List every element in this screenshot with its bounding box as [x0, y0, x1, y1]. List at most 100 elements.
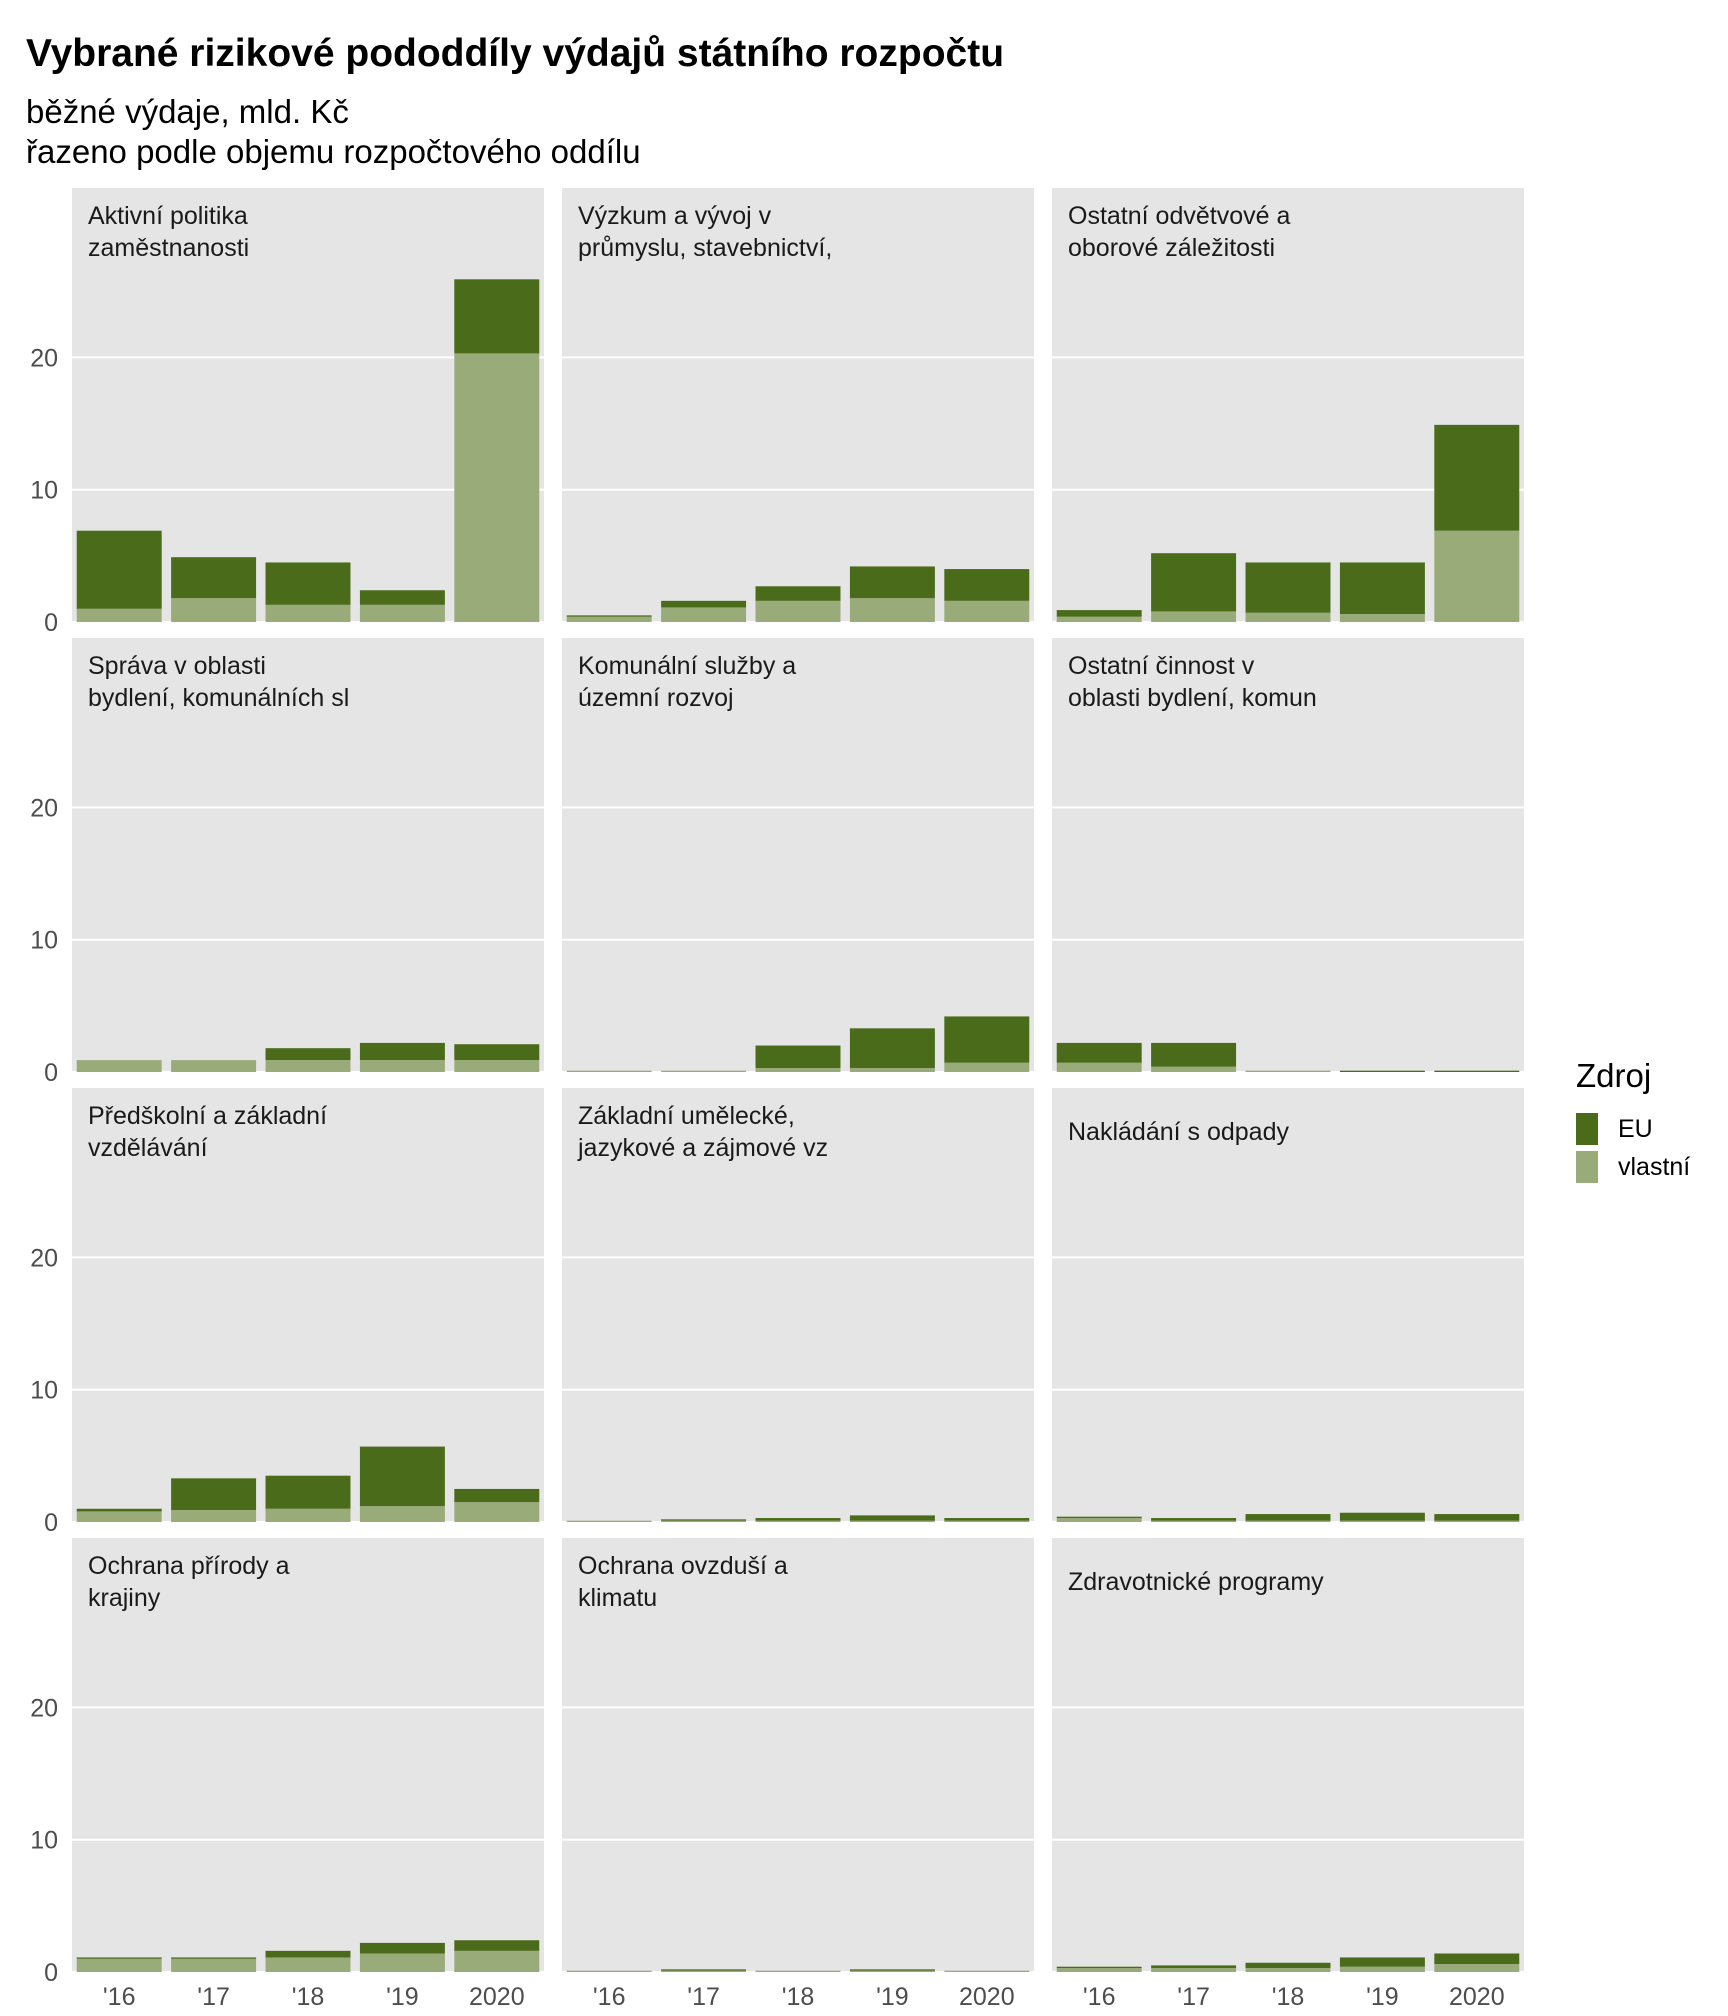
bar-segment-eu — [849, 1028, 935, 1069]
bar-segment-vlastni — [566, 616, 652, 622]
bar-segment-vlastni — [1056, 1518, 1142, 1522]
bar-segment-vlastni — [1056, 616, 1142, 622]
bar-segment-vlastni — [1056, 1062, 1142, 1072]
bar-segment-vlastni — [1245, 1070, 1331, 1072]
bar-segment-vlastni — [944, 600, 1030, 622]
bar-segment-eu — [1245, 1514, 1331, 1521]
chart-subtitle-units: běžné výdaje, mld. Kč — [26, 93, 349, 130]
bar-segment-vlastni — [454, 353, 540, 622]
bar-segment-vlastni — [359, 1060, 445, 1072]
bar-segment-vlastni — [1434, 1964, 1520, 1972]
bar-segment-eu — [849, 566, 935, 599]
bar-segment-vlastni — [661, 1970, 747, 1972]
panel-background — [1052, 1088, 1524, 1522]
x-tick-label: '17 — [1177, 1983, 1210, 2011]
panel-title-line: zaměstnanosti — [88, 234, 249, 262]
panel-title-line: Předškolní a základní — [88, 1102, 327, 1130]
bar-segment-vlastni — [1245, 612, 1331, 622]
legend-label-eu: EU — [1618, 1114, 1653, 1143]
y-tick-label: 10 — [30, 1377, 58, 1405]
bar-segment-eu — [76, 1508, 162, 1512]
bar-segment-eu — [265, 562, 351, 605]
bar-segment-vlastni — [359, 1953, 445, 1972]
bar-segment-eu — [849, 1969, 935, 1971]
x-tick-label: '19 — [386, 1983, 419, 2011]
y-tick-label: 20 — [30, 1244, 58, 1272]
bar-segment-eu — [1434, 1514, 1520, 1521]
panel-title-line: Správa v oblasti — [88, 652, 266, 680]
bar-segment-eu — [454, 279, 540, 354]
bar-segment-vlastni — [1151, 611, 1237, 622]
facet-panel: Zdravotnické programy '16 '17 '18 '19 2020 — [1052, 1538, 1524, 2011]
panel-title-line: Nakládání s odpady — [1068, 1118, 1289, 1146]
y-tick-label: 20 — [30, 344, 58, 372]
bar-segment-vlastni — [755, 1520, 841, 1522]
x-tick-label: '18 — [1272, 1983, 1305, 2011]
legend: Zdroj EU vlastní — [1576, 1057, 1690, 1187]
bar-segment-vlastni — [265, 1957, 351, 1972]
facet-panel: Ostatní odvětvové a oborové záležitosti — [1052, 188, 1524, 623]
bar-segment-eu — [454, 1488, 540, 1503]
panel-title-line: oborové záležitosti — [1068, 234, 1275, 262]
y-tick-label: 0 — [44, 1059, 58, 1087]
bar-segment-vlastni — [171, 598, 257, 622]
bar-segment-vlastni — [661, 1070, 747, 1072]
y-tick-label: 20 — [30, 1694, 58, 1722]
x-tick-label: 2020 — [959, 1983, 1015, 2011]
bar-segment-vlastni — [359, 1506, 445, 1522]
panel-title-line: bydlení, komunálních sl — [88, 684, 349, 712]
facet-panel: Nakládání s odpady — [1052, 1088, 1524, 1523]
bar-segment-eu — [1434, 1953, 1520, 1965]
legend-item-eu: EU — [1576, 1111, 1690, 1147]
panel-title-line: Výzkum a vývoj v — [578, 202, 772, 230]
bar-segment-vlastni — [849, 598, 935, 622]
x-tick-label: '17 — [687, 1983, 720, 2011]
bar-segment-vlastni — [76, 1060, 162, 1072]
bar-segment-eu — [661, 1519, 747, 1521]
x-tick-label: 2020 — [469, 1983, 525, 2011]
panel-background — [72, 638, 544, 1072]
y-tick-label: 20 — [30, 794, 58, 822]
panel-background — [1052, 1538, 1524, 1972]
bar-segment-vlastni — [944, 1970, 1030, 1972]
bar-segment-vlastni — [76, 608, 162, 622]
bar-segment-eu — [1434, 424, 1520, 531]
bar-segment-eu — [755, 1045, 841, 1069]
bar-segment-vlastni — [1245, 1520, 1331, 1522]
bar-segment-eu — [76, 530, 162, 609]
x-tick-label: '16 — [593, 1983, 626, 2011]
bar-segment-vlastni — [1339, 1966, 1425, 1972]
bar-segment-vlastni — [755, 600, 841, 622]
x-tick-label: '19 — [876, 1983, 909, 2011]
bar-segment-vlastni — [566, 1070, 652, 1072]
panel-title-line: Ochrana přírody a — [88, 1552, 290, 1580]
panel-title-line: klimatu — [578, 1584, 657, 1612]
panel-background — [562, 188, 1034, 622]
bar-segment-eu — [265, 1950, 351, 1958]
bar-segment-vlastni — [1245, 1968, 1331, 1972]
bar-segment-vlastni — [755, 1970, 841, 1972]
y-tick-label: 10 — [30, 477, 58, 505]
panel-title-line: vzdělávání — [88, 1134, 208, 1162]
panel-title-line: krajiny — [88, 1584, 161, 1612]
bar-segment-eu — [1245, 1962, 1331, 1969]
facet-panel: Komunální služby a územní rozvoj — [562, 638, 1034, 1073]
bar-segment-eu — [454, 1044, 540, 1061]
bar-segment-eu — [944, 1518, 1030, 1521]
bar-segment-eu — [1151, 553, 1237, 612]
x-tick-label: '19 — [1366, 1983, 1399, 2011]
facet-panel: Správa v oblasti bydlení, komunálních sl 0… — [30, 638, 544, 1087]
y-tick-label: 0 — [44, 1959, 58, 1987]
bar-segment-eu — [171, 557, 257, 599]
legend-key-eu — [1576, 1113, 1598, 1145]
panel-background — [562, 1088, 1034, 1522]
bar-segment-eu — [1245, 562, 1331, 613]
bar-segment-vlastni — [1339, 1520, 1425, 1522]
bar-segment-vlastni — [849, 1970, 935, 1972]
bar-segment-eu — [1151, 1965, 1237, 1969]
bar-segment-eu — [1339, 1512, 1425, 1521]
panel-title-line: oblasti bydlení, komun — [1068, 684, 1317, 712]
legend-item-vlastni: vlastní — [1576, 1149, 1690, 1185]
panel-title-line: Ochrana ovzduší a — [578, 1552, 788, 1580]
